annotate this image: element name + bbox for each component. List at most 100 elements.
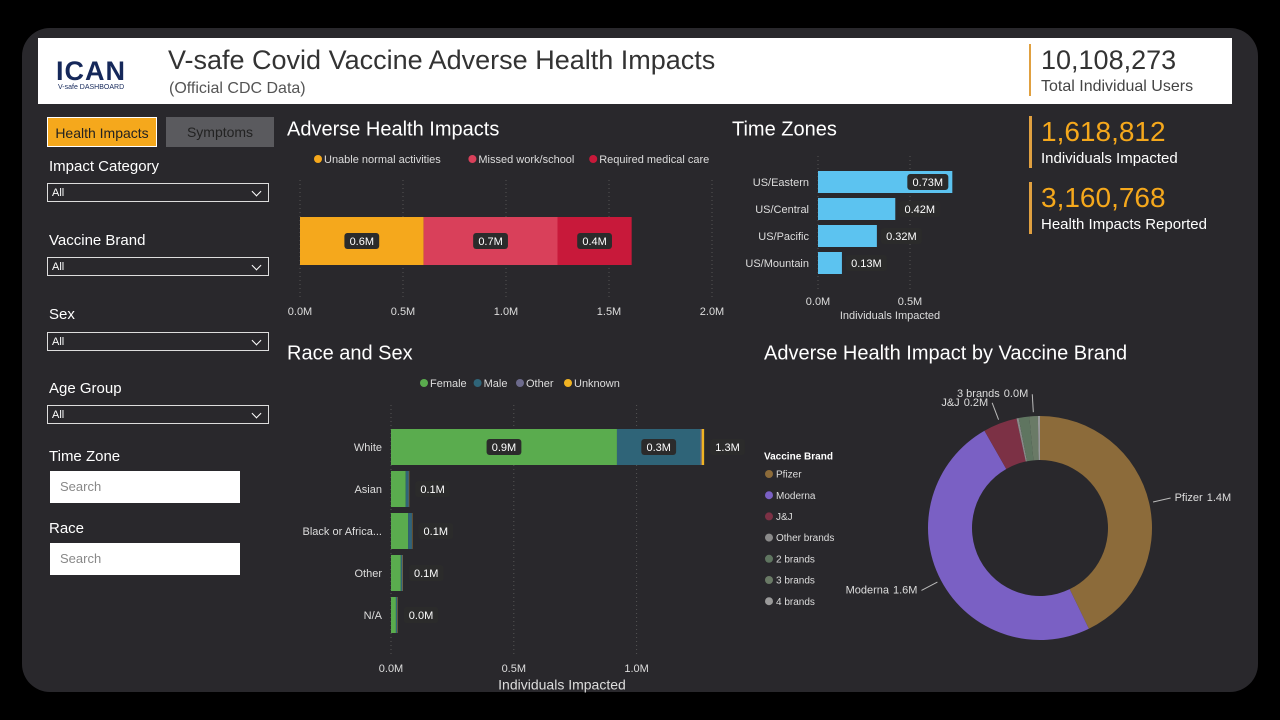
logo-sub: V-safe DASHBOARD [58,84,125,91]
value-label-bg [415,481,450,497]
legend-label: Unable normal activities [324,154,441,166]
legend-label: 2 brands [776,554,815,565]
category-label: Other [354,568,382,580]
slice-name: Pfizer [1175,492,1203,504]
donut-slice [1016,418,1028,462]
tab-active[interactable]: Health Impacts [47,117,157,147]
value-label: 0.9M [492,442,516,454]
value-label: 0.32M [886,231,917,243]
legend-marker [314,155,322,163]
category-label: White [354,442,382,454]
bar-segment [391,513,409,549]
bar-segment [701,429,705,465]
legend-marker [473,379,482,387]
legend-marker [589,155,598,163]
value-label-bg [418,523,454,539]
value-label-bg [403,607,439,623]
donut-slice [1040,416,1153,629]
filter-label: Impact Category [49,158,160,175]
divider [1029,44,1031,96]
value-label-bg [710,439,745,455]
category-label: US/Pacific [758,231,809,243]
bar [818,198,896,220]
page-subtitle: (Official CDC Data) [169,80,306,97]
value-label: 0.7M [478,236,502,248]
slice-name: Moderna [846,584,890,596]
x-tick-label: 0.0M [379,663,403,675]
dropdown[interactable]: All [47,405,269,424]
slice-value: 1.4M [1207,492,1231,504]
legend-marker [468,155,477,163]
donut-slice [1018,416,1034,462]
legend-marker [765,597,773,606]
value-label: 0.1M [424,526,448,538]
dropdown[interactable]: All [47,183,269,202]
filter-label: Sex [49,306,75,323]
value-label-bg [907,174,949,190]
x-tick-label: 0.5M [391,306,415,318]
leader-line [1152,497,1171,503]
search-label: Time Zone [49,448,121,465]
category-label: N/A [364,610,383,622]
x-axis-label: Individuals Impacted [498,677,626,693]
bar-segment [391,597,396,633]
legend-marker [765,470,773,478]
slice-label: Pfizer 1.4M [1175,492,1232,504]
value-label: 0.13M [851,258,882,270]
leader-line [921,581,938,591]
legend-label: Required medical care [599,154,709,166]
kpi-label: Individuals Impacted [1041,150,1178,167]
value-label-bg [899,201,941,217]
search-box[interactable]: Search [50,471,240,503]
bar-segment [408,513,412,549]
legend-label: J&J [776,512,793,523]
search-box[interactable]: Search [50,543,240,575]
bar-segment [700,429,702,465]
value-label: 0.0M [409,610,433,622]
x-tick-label: 0.5M [898,296,922,308]
legend-label: Female [430,378,467,390]
header-bar [38,38,1232,104]
value-label: 0.3M [646,442,670,454]
legend-marker [765,533,773,542]
legend-label: Missed work/school [478,154,574,166]
slice-name: 3 brands [957,388,1000,400]
legend-marker [765,491,773,500]
category-label: US/Eastern [753,177,809,189]
value-label: 0.42M [904,204,935,216]
legend-label: Other [526,378,554,390]
bar-segment [405,471,409,507]
bar-segment [391,471,406,507]
value-label-bg [577,233,612,249]
bar-segment [395,597,398,633]
legend-marker [564,379,572,387]
dropdown[interactable]: All [47,257,269,276]
kpi-value: 3,160,768 [1041,182,1166,213]
chart-title: Adverse Health Impacts [287,118,499,140]
tab[interactable]: Symptoms [166,117,274,147]
category-label: Black or Africa... [303,526,382,538]
kpi-label: Health Impacts Reported [1041,216,1207,233]
kpi-accent [1029,116,1032,168]
bar [818,252,842,274]
value-label-bg [641,439,677,455]
value-label-bg [486,439,522,455]
dropdown[interactable]: All [47,332,269,351]
donut-slice [984,418,1026,469]
bar [818,225,877,247]
slice-value: 0.0M [1004,388,1028,400]
legend-marker [516,379,524,387]
legend-label: Other brands [776,533,834,544]
category-label: US/Mountain [745,258,809,270]
legend-label: Pfizer [776,470,802,481]
x-tick-label: 1.0M [624,663,648,675]
donut-slice [1029,416,1039,461]
slice-value: 0.2M [964,397,988,409]
category-label: US/Central [755,204,809,216]
x-tick-label: 2.0M [700,306,724,318]
value-label: 0.4M [582,236,606,248]
filter-label: Vaccine Brand [49,232,146,249]
value-label: 1.3M [715,442,739,454]
chart-title: Race and Sex [287,342,413,364]
